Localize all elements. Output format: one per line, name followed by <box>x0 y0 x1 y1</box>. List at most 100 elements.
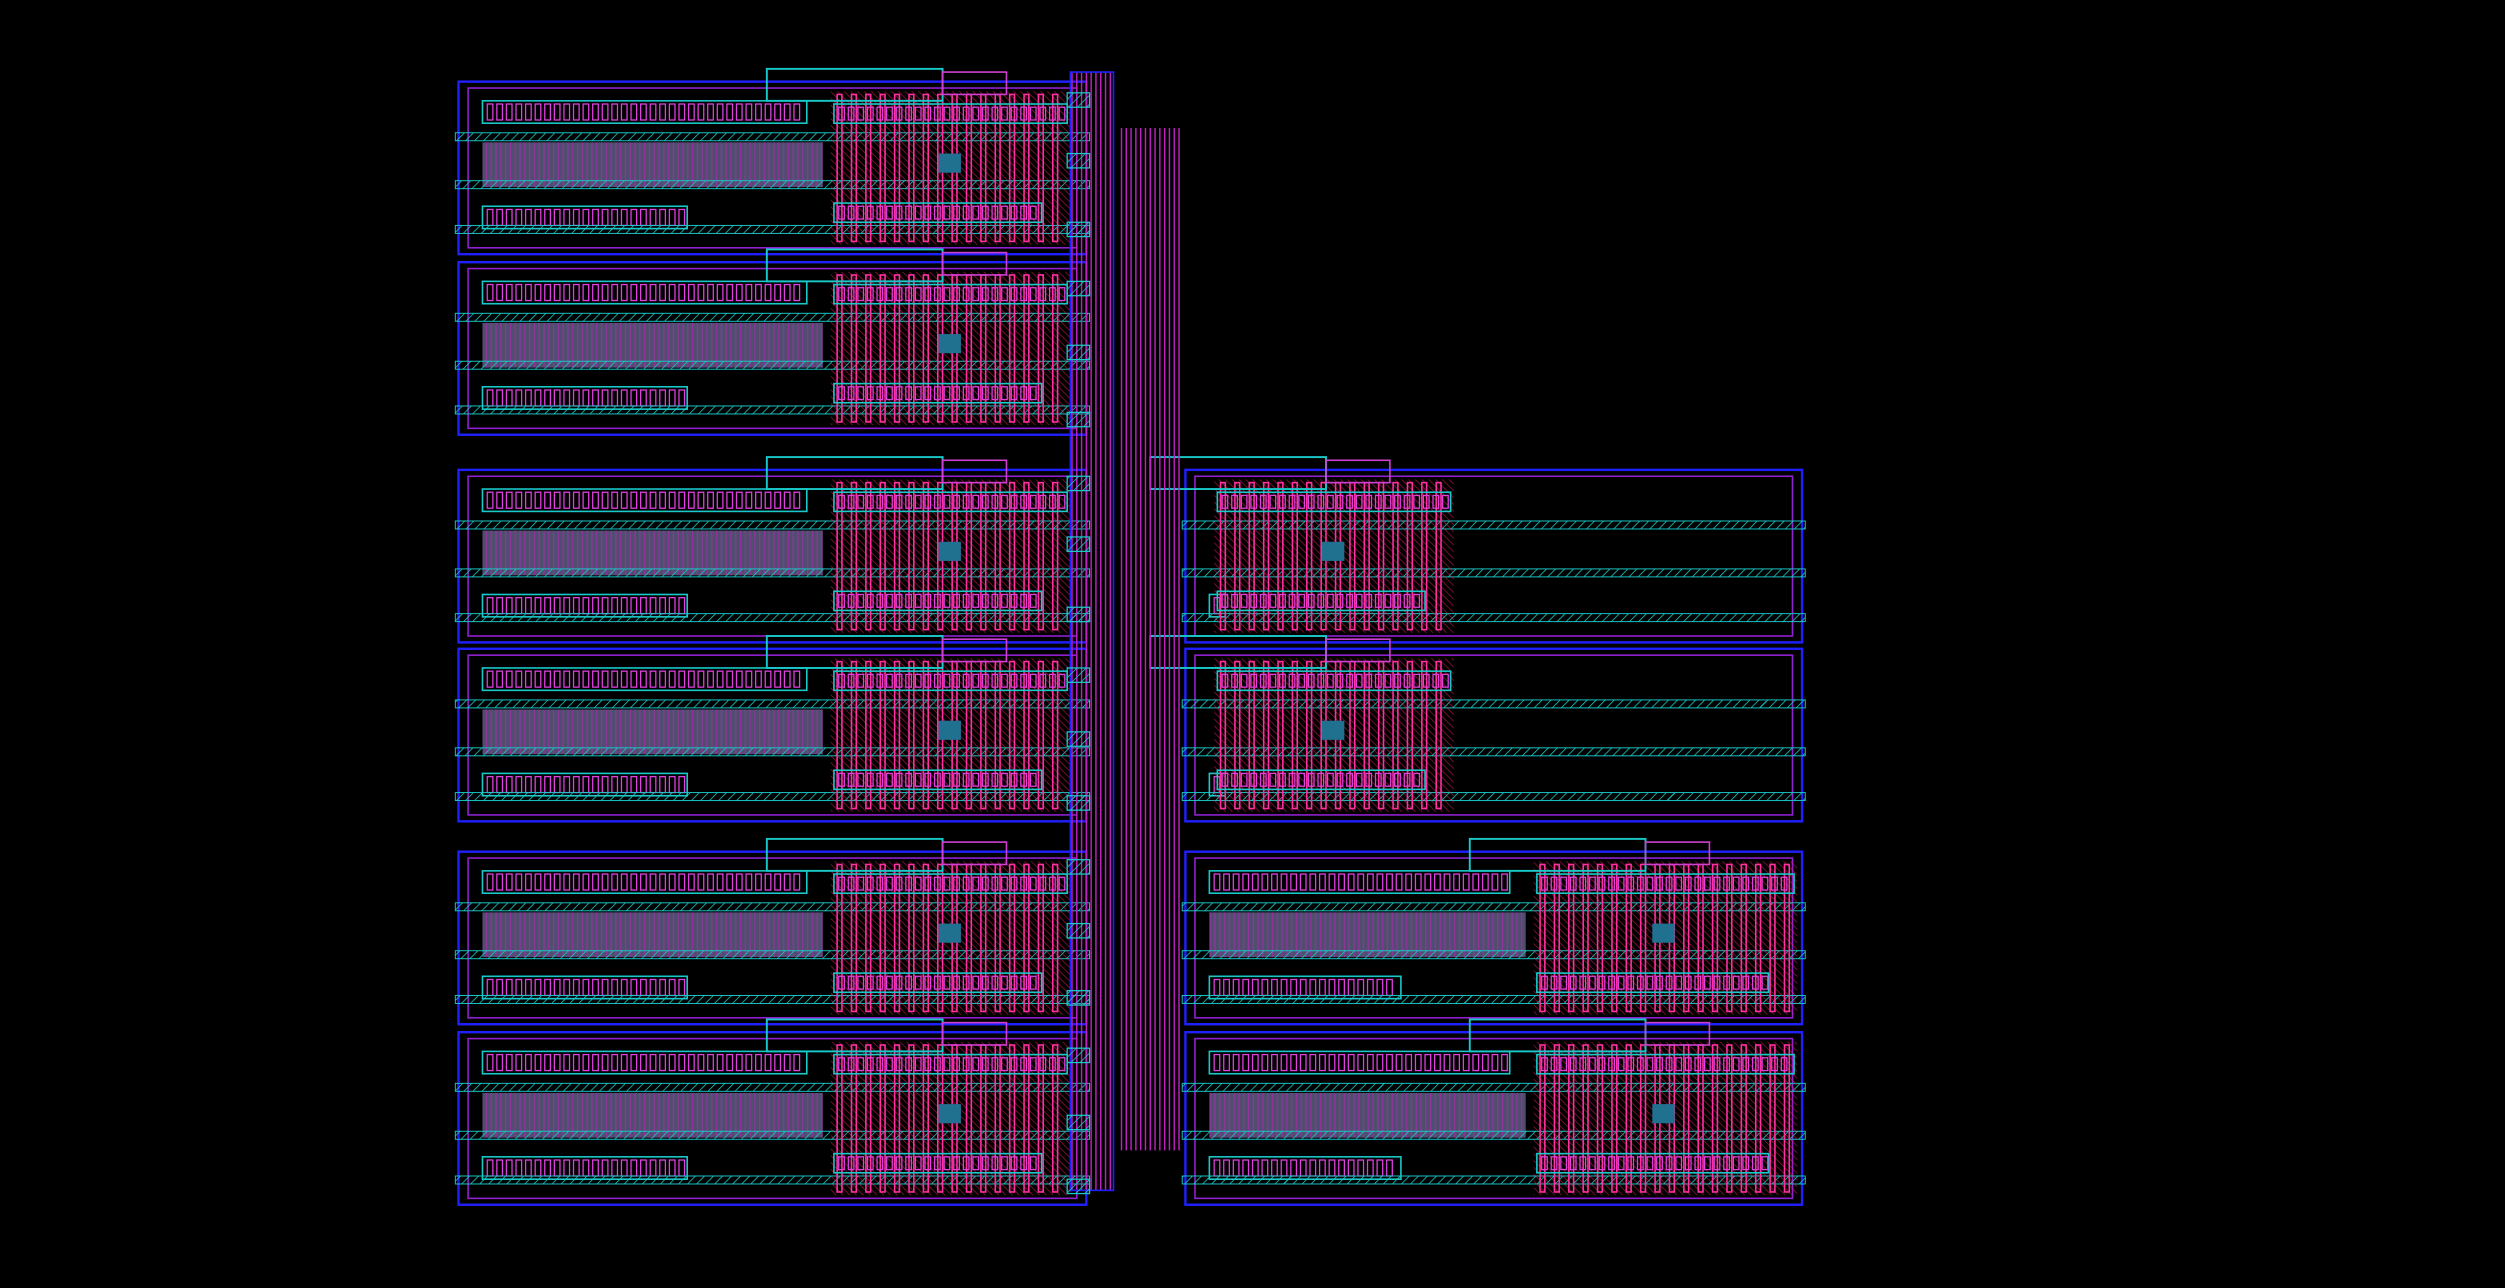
poly-finger <box>1346 772 1353 787</box>
poly-finger <box>972 1057 980 1072</box>
poly-finger <box>972 386 980 401</box>
cell-boundary <box>1184 468 1804 644</box>
poly-finger <box>895 386 903 401</box>
poly-gate <box>1037 274 1045 423</box>
poly-gate <box>1783 1044 1791 1193</box>
metal-rail <box>454 902 1091 912</box>
poly-finger <box>1751 1057 1759 1072</box>
poly-finger <box>611 670 619 688</box>
metal-strap <box>941 71 1008 96</box>
poly-finger <box>678 873 686 891</box>
poly-gate <box>1421 481 1428 631</box>
poly-finger <box>866 386 874 401</box>
poly-finger <box>534 283 542 302</box>
metal-rail <box>1181 950 1806 960</box>
poly-gate <box>1783 863 1791 1013</box>
poly-finger <box>1627 1057 1635 1072</box>
metal-rail <box>454 132 1091 142</box>
poly-gate <box>1568 1044 1575 1193</box>
poly-finger <box>1048 287 1056 302</box>
poly-finger <box>953 1057 960 1072</box>
poly-finger <box>876 673 884 688</box>
poly-finger <box>1462 873 1470 891</box>
poly-finger <box>1405 873 1413 891</box>
poly-finger <box>774 670 782 688</box>
poly-finger <box>838 673 845 688</box>
poly-finger <box>1694 1057 1702 1072</box>
poly-finger <box>1223 1053 1230 1072</box>
poly-finger <box>563 103 571 121</box>
poly-finger <box>943 876 951 891</box>
poly-finger <box>1723 1156 1731 1171</box>
via-block <box>938 153 961 173</box>
poly-finger <box>924 593 932 608</box>
poly-finger <box>1588 1057 1596 1072</box>
poly-finger <box>1001 494 1008 509</box>
poly-finger <box>764 283 772 302</box>
poly-finger <box>486 103 494 121</box>
poly-finger <box>991 876 999 891</box>
poly-finger <box>572 670 580 688</box>
poly-finger <box>1742 876 1750 891</box>
poly-finger <box>1694 975 1702 990</box>
poly-gate <box>850 481 858 631</box>
poly-finger <box>924 287 932 302</box>
diffusion <box>833 202 1043 224</box>
diffusion <box>481 488 808 513</box>
poly-gate <box>1596 1044 1604 1193</box>
poly-finger <box>582 283 590 302</box>
poly-finger <box>783 1053 791 1072</box>
poly-finger <box>1001 106 1008 121</box>
poly-finger <box>1058 287 1066 302</box>
poly-finger <box>1240 673 1248 688</box>
poly-finger <box>1713 1057 1721 1072</box>
cell-boundary <box>1184 850 1804 1026</box>
poly-finger <box>1318 1053 1326 1072</box>
poly-gate <box>836 660 843 810</box>
poly-finger <box>534 873 542 891</box>
poly-finger <box>876 106 884 121</box>
poly-finger <box>745 491 753 509</box>
poly-finger <box>876 593 884 608</box>
poly-gate <box>865 660 872 810</box>
poly-finger <box>745 873 753 891</box>
poly-finger <box>735 491 743 509</box>
poly-finger <box>1299 873 1307 891</box>
poly-finger <box>1550 1156 1558 1171</box>
poly-finger <box>1269 494 1277 509</box>
poly-finger <box>1029 673 1037 688</box>
poly-finger <box>515 873 523 891</box>
poly-finger <box>1326 593 1334 608</box>
poly-finger <box>1656 876 1663 891</box>
poly-finger <box>914 1156 922 1171</box>
poly-finger <box>1384 772 1392 787</box>
poly-finger <box>1386 1053 1393 1072</box>
poly-finger <box>1029 386 1037 401</box>
bus-tap <box>1066 795 1091 811</box>
poly-gate <box>908 863 915 1013</box>
poly-finger <box>534 491 542 509</box>
poly-finger <box>601 873 609 891</box>
poly-finger <box>1579 975 1587 990</box>
poly-finger <box>924 673 932 688</box>
poly-finger <box>496 491 504 509</box>
poly-finger <box>895 975 903 990</box>
poly-finger <box>857 494 865 509</box>
poly-finger <box>572 1053 580 1072</box>
poly-finger <box>1422 673 1430 688</box>
poly-finger <box>981 1057 989 1072</box>
poly-finger <box>1598 1057 1606 1072</box>
bus-tap <box>1066 731 1091 747</box>
poly-finger <box>953 287 960 302</box>
poly-gate <box>1625 863 1632 1013</box>
gate-hatch <box>482 530 823 576</box>
metal-rail <box>454 568 1091 578</box>
poly-finger <box>1608 975 1615 990</box>
poly-gate <box>1625 1044 1632 1193</box>
poly-finger <box>572 491 580 509</box>
metal-rail <box>1181 613 1806 623</box>
poly-finger <box>755 873 762 891</box>
poly-finger <box>866 1057 874 1072</box>
poly-gate <box>1639 863 1647 1013</box>
